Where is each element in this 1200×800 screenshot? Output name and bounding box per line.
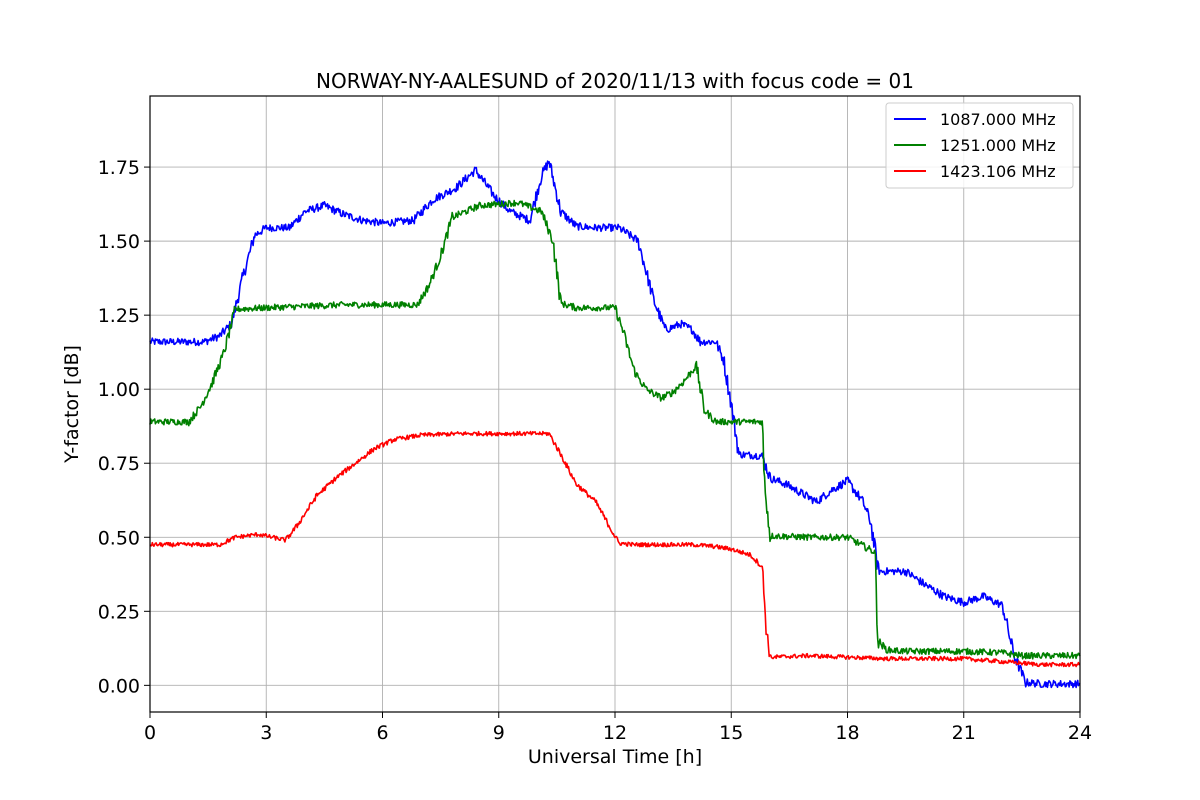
x-tick-label: 9 [493, 722, 505, 744]
y-tick-label: 0.00 [98, 675, 140, 697]
y-tick-label: 0.75 [98, 453, 140, 475]
x-tick-label: 24 [1068, 722, 1092, 744]
x-tick-label: 12 [603, 722, 627, 744]
x-tick-label: 15 [719, 722, 743, 744]
y-tick-label: 0.50 [98, 527, 140, 549]
series-line-1251 [149, 199, 1081, 660]
series-line-1087 [149, 160, 1081, 689]
x-axis-label: Universal Time [h] [528, 746, 702, 768]
y-tick-label: 1.25 [98, 305, 140, 327]
x-tick-label: 0 [144, 722, 156, 744]
axis-ticks: 0 3 6 9 12 15 18 21 24 0.00 0.25 0.50 0.75 1.00 1.25 1.… [98, 157, 1092, 744]
x-tick-label: 18 [835, 722, 859, 744]
series-line-1423 [149, 430, 1081, 668]
chart-title: NORWAY-NY-AALESUND of 2020/11/13 with fo… [316, 69, 914, 93]
x-tick-label: 3 [260, 722, 272, 744]
legend-label-1251: 1251.000 MHz [940, 136, 1056, 155]
x-tick-label: 6 [376, 722, 388, 744]
legend-box [885, 102, 1074, 189]
y-tick-label: 1.00 [98, 379, 140, 401]
y-axis-label: Y-factor [dB] [61, 345, 83, 464]
y-tick-label: 1.75 [98, 157, 140, 179]
y-tick-label: 1.50 [98, 231, 140, 253]
legend-label-1087: 1087.000 MHz [940, 110, 1056, 129]
legend-label-1423: 1423.106 MHz [940, 162, 1056, 181]
legend: 1087.000 MHz 1251.000 MHz 1423.106 MHz [885, 102, 1074, 189]
y-tick-label: 0.25 [98, 601, 140, 623]
x-tick-label: 21 [952, 722, 976, 744]
series-layer [149, 160, 1081, 689]
